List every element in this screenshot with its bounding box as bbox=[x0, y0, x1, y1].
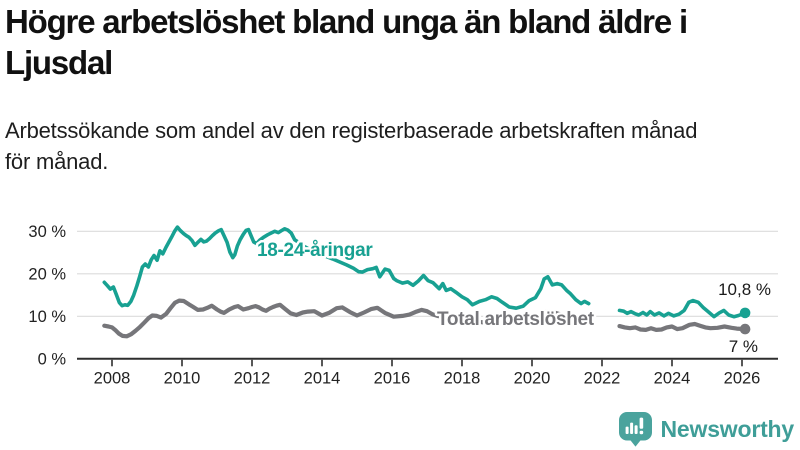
title-line-2: Ljusdal bbox=[5, 44, 113, 81]
bar-chart-speech-bubble-icon bbox=[618, 412, 652, 447]
x-tick-label: 2012 bbox=[234, 370, 271, 388]
series-label-youth: 18-24-åringar bbox=[257, 240, 373, 261]
series-label-total: Total arbetslöshet bbox=[437, 309, 595, 330]
y-tick-label: 30 % bbox=[28, 223, 66, 241]
chart-subtitle: Arbetssökande som andel av den registerb… bbox=[5, 115, 795, 177]
x-tick-label: 2018 bbox=[444, 370, 481, 388]
line-chart: 2008 2010 2012 2014 2016 2018 2020 2022 2024 2026… bbox=[28, 223, 778, 388]
subtitle-line-1: Arbetssökande som andel av den registerb… bbox=[5, 118, 698, 143]
y-tick-label: 20 % bbox=[28, 265, 66, 283]
subtitle-line-2: för månad. bbox=[5, 149, 109, 174]
y-tick-label: 10 % bbox=[28, 308, 66, 326]
y-tick-label: 0 % bbox=[38, 350, 67, 368]
newsworthy-branding: Newsworthy bbox=[618, 412, 795, 447]
x-tick-label: 2008 bbox=[94, 370, 131, 388]
x-tick-label: 2026 bbox=[724, 370, 761, 388]
x-tick-label: 2024 bbox=[654, 370, 691, 388]
series-line-total bbox=[617, 321, 748, 332]
title-line-1: Högre arbetslöshet bland unga än bland ä… bbox=[5, 3, 688, 40]
series-endpoint-dot-total bbox=[739, 323, 751, 335]
page-title: Högre arbetslöshet bland unga än bland ä… bbox=[5, 1, 785, 83]
x-tick-label: 2022 bbox=[584, 370, 621, 388]
series-line-youth bbox=[102, 225, 591, 311]
brand-name: Newsworthy bbox=[660, 416, 795, 442]
end-value-label-youth: 10,8 % bbox=[718, 280, 771, 299]
x-tick-label: 2010 bbox=[164, 370, 201, 388]
series-line-total bbox=[102, 298, 591, 339]
x-tick-label: 2016 bbox=[374, 370, 411, 388]
x-tick-label: 2014 bbox=[304, 370, 341, 388]
x-tick-label: 2020 bbox=[514, 370, 551, 388]
series-endpoint-dot-youth bbox=[739, 307, 751, 319]
end-value-label-total: 7 % bbox=[729, 337, 758, 356]
series-line-youth bbox=[617, 298, 747, 319]
